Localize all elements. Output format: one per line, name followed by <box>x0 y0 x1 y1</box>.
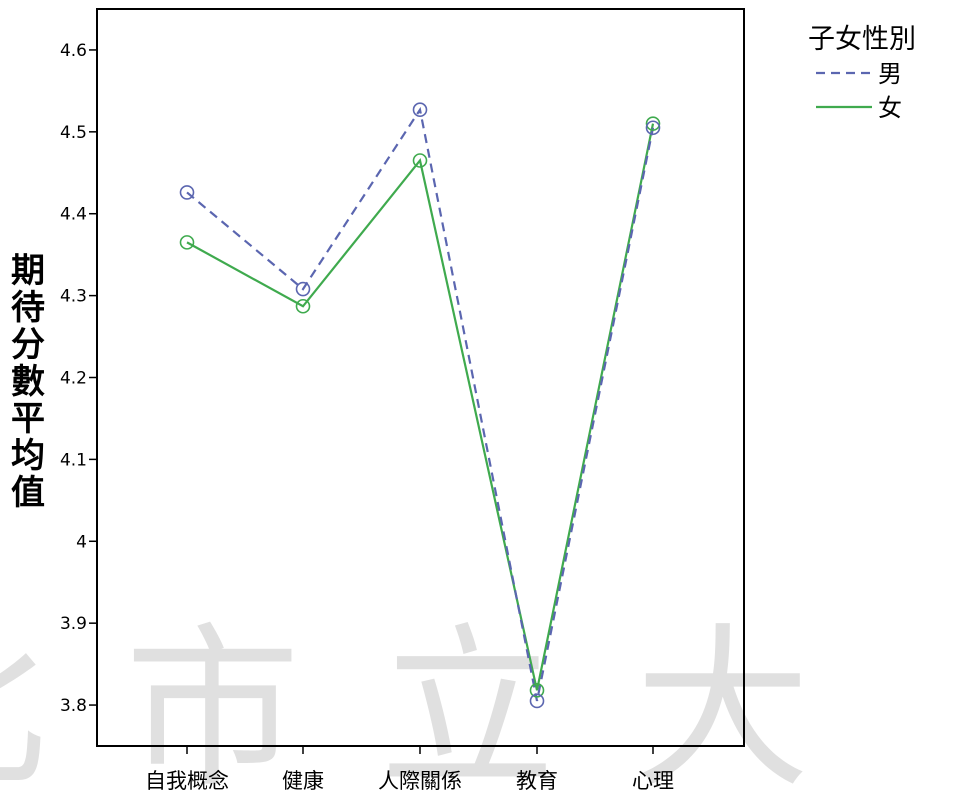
y-tick-label: 4.2 <box>60 369 87 389</box>
y-axis-label-char: 平 <box>11 399 45 439</box>
y-tick-label: 4.1 <box>60 450 87 470</box>
y-tick-label: 4.4 <box>60 205 87 225</box>
y-axis-label-char: 值 <box>11 473 45 513</box>
series-layer <box>179 102 661 709</box>
data-point-female <box>529 683 545 698</box>
watermark-text: 北市立大 <box>0 609 890 803</box>
legend: 子女性別 男女 <box>808 24 916 122</box>
x-tick-label: 人際關係 <box>378 769 462 793</box>
data-point-female <box>295 298 311 314</box>
x-tick-label: 教育 <box>516 769 558 793</box>
y-tick-label: 4 <box>76 532 87 552</box>
x-tick-label: 心理 <box>632 769 674 793</box>
x-tick-label: 自我概念 <box>145 769 229 793</box>
legend-title: 子女性別 <box>808 24 916 55</box>
data-point-male <box>412 102 428 118</box>
y-axis-label-char: 期 <box>11 251 45 291</box>
y-axis-label-char: 數 <box>11 362 45 402</box>
data-point-female <box>412 153 428 168</box>
y-axis: 3.8 3.9 4 4.1 4.2 4.3 4.4 4.5 4.6 <box>60 41 97 716</box>
data-point-female <box>179 235 195 250</box>
legend-label: 女 <box>878 94 902 122</box>
data-point-male <box>529 693 545 709</box>
data-point-male <box>295 281 311 297</box>
x-axis: 自我概念 健康 人際關係 教育 心理 <box>145 746 674 793</box>
y-tick-label: 4.5 <box>60 123 87 143</box>
y-axis-label-char: 待 <box>11 288 45 328</box>
y-axis-label-char: 均 <box>11 436 45 476</box>
y-tick-label: 3.8 <box>60 696 87 716</box>
series-line-female <box>186 123 655 691</box>
y-tick-label: 4.3 <box>60 287 87 307</box>
series-line-male <box>186 106 655 702</box>
data-point-male <box>645 120 661 136</box>
x-tick-label: 健康 <box>282 769 324 793</box>
data-point-female <box>645 116 661 131</box>
data-point-male <box>179 185 195 200</box>
y-axis-label-char: 分 <box>11 325 45 365</box>
y-tick-label: 4.6 <box>60 41 87 61</box>
legend-label: 男 <box>878 60 902 88</box>
y-tick-label: 3.9 <box>60 614 87 634</box>
